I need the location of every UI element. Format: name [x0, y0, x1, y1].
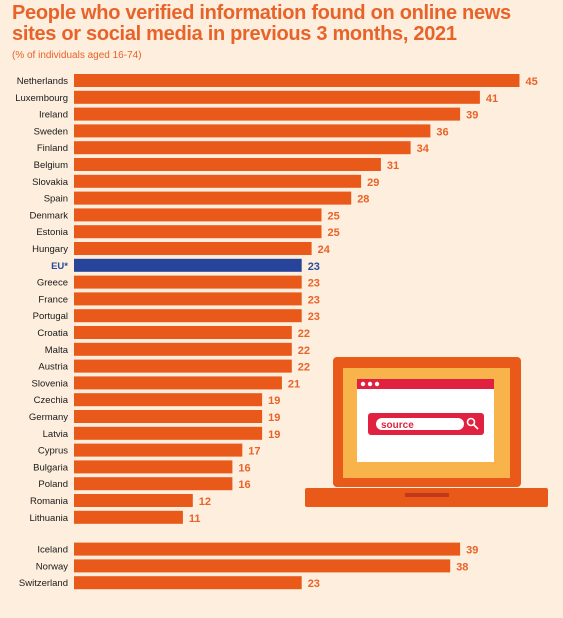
value-label-eu: 23 — [308, 261, 320, 273]
category-label-france: France — [38, 294, 68, 305]
category-label-sweden: Sweden — [34, 126, 68, 137]
value-label-finland: 34 — [417, 143, 430, 155]
value-label-slovakia: 29 — [367, 177, 379, 189]
category-label-slovakia: Slovakia — [32, 177, 69, 188]
value-label-ireland: 39 — [466, 110, 478, 122]
value-label-spain: 28 — [357, 194, 369, 206]
category-label-hungary: Hungary — [32, 244, 68, 255]
value-label-netherlands: 45 — [526, 76, 538, 88]
bar-hungary — [74, 242, 312, 255]
category-label-slovenia: Slovenia — [32, 378, 69, 389]
category-label-norway: Norway — [36, 561, 68, 572]
bar-eu — [74, 258, 302, 272]
value-label-austria: 22 — [298, 362, 310, 374]
bar-germany — [74, 410, 263, 423]
value-label-bulgaria: 16 — [238, 462, 250, 474]
bar-poland — [74, 477, 233, 491]
value-label-france: 23 — [308, 294, 320, 306]
category-label-denmark: Denmark — [29, 210, 68, 221]
category-label-spain: Spain — [44, 194, 68, 205]
value-label-slovenia: 21 — [288, 378, 300, 390]
bar-sweden — [74, 124, 431, 138]
bar-belgium — [74, 158, 381, 171]
bar-spain — [74, 191, 352, 205]
value-label-estonia: 25 — [328, 227, 340, 239]
category-label-finland: Finland — [37, 143, 68, 154]
value-label-croatia: 22 — [298, 328, 310, 340]
bars-layer: Netherlands 45 Luxembourg 41 Ireland 39 Sweden… — [15, 74, 538, 590]
chart-title: People who verified information found on… — [12, 2, 511, 45]
category-label-netherlands: Netherlands — [17, 76, 68, 87]
value-label-switzerland: 23 — [308, 578, 320, 590]
category-label-croatia: Croatia — [37, 328, 68, 339]
category-label-portugal: Portugal — [33, 311, 68, 322]
category-label-lithuania: Lithuania — [29, 513, 68, 524]
category-label-greece: Greece — [37, 278, 68, 289]
value-label-latvia: 19 — [268, 429, 280, 441]
category-label-switzerland: Switzerland — [19, 578, 68, 589]
category-label-belgium: Belgium — [34, 160, 68, 171]
bar-switzerland — [74, 576, 302, 590]
bar-iceland — [74, 542, 461, 556]
search-icon — [466, 417, 479, 430]
category-label-latvia: Latvia — [43, 429, 69, 440]
bar-slovenia — [74, 376, 282, 390]
laptop-icon: source — [305, 357, 548, 507]
value-label-greece: 23 — [308, 278, 320, 290]
search-bar: source — [368, 413, 484, 435]
category-label-romania: Romania — [30, 496, 69, 507]
category-label-cyprus: Cyprus — [38, 446, 68, 457]
category-label-eu: EU* — [51, 261, 68, 272]
category-label-luxembourg: Luxembourg — [15, 93, 68, 104]
bar-lithuania — [74, 510, 183, 524]
bar-romania — [74, 494, 193, 507]
bar-austria — [74, 359, 292, 373]
bar-latvia — [74, 426, 263, 440]
value-label-denmark: 25 — [328, 210, 340, 222]
bar-ireland — [74, 107, 461, 121]
bar-luxembourg — [74, 90, 480, 104]
category-label-malta: Malta — [45, 345, 69, 356]
bar-estonia — [74, 225, 322, 239]
category-label-bulgaria: Bulgaria — [33, 462, 69, 473]
bar-slovakia — [74, 174, 362, 188]
bar-croatia — [74, 326, 292, 339]
bar-portugal — [74, 309, 302, 323]
value-label-portugal: 23 — [308, 311, 320, 323]
category-label-ireland: Ireland — [39, 110, 68, 121]
bar-greece — [74, 275, 302, 289]
value-label-malta: 22 — [298, 345, 310, 357]
value-label-luxembourg: 41 — [486, 93, 498, 105]
value-label-czechia: 19 — [268, 395, 280, 407]
category-label-austria: Austria — [38, 362, 68, 373]
chart-subtitle: (% of individuals aged 16-74) — [12, 50, 142, 61]
bar-denmark — [74, 208, 322, 222]
bar-czechia — [74, 393, 263, 407]
value-label-hungary: 24 — [318, 244, 331, 256]
category-label-poland: Poland — [38, 479, 68, 490]
bar-malta — [74, 342, 292, 356]
value-label-norway: 38 — [456, 561, 468, 573]
category-label-iceland: Iceland — [37, 545, 68, 556]
value-label-cyprus: 17 — [248, 446, 260, 458]
value-label-belgium: 31 — [387, 160, 399, 172]
value-label-lithuania: 11 — [189, 513, 201, 525]
category-label-czechia: Czechia — [34, 395, 69, 406]
value-label-poland: 16 — [238, 479, 250, 491]
value-label-romania: 12 — [199, 496, 211, 508]
bar-france — [74, 292, 302, 306]
search-text: source — [381, 420, 414, 431]
value-label-sweden: 36 — [436, 126, 448, 138]
bar-norway — [74, 559, 451, 573]
category-label-germany: Germany — [29, 412, 68, 423]
category-label-estonia: Estonia — [36, 227, 68, 238]
bar-netherlands — [74, 74, 520, 87]
bar-bulgaria — [74, 460, 233, 474]
value-label-iceland: 39 — [466, 545, 478, 557]
bar-cyprus — [74, 443, 243, 457]
bar-finland — [74, 141, 411, 155]
value-label-germany: 19 — [268, 412, 280, 424]
